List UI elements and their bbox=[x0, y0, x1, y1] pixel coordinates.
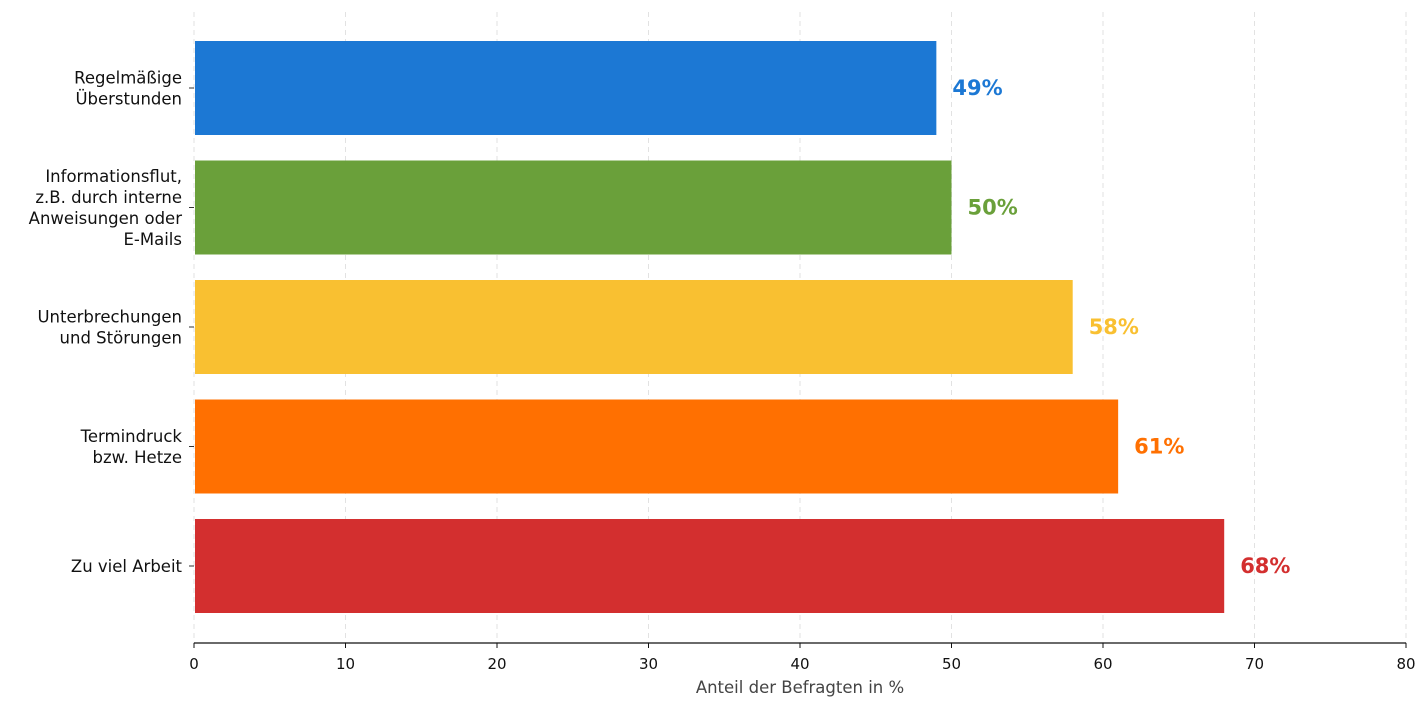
category-label-line: E-Mails bbox=[124, 230, 183, 249]
x-tick-label: 60 bbox=[1093, 655, 1112, 673]
category-label-line: Anweisungen oder bbox=[29, 209, 183, 228]
x-tick-label: 10 bbox=[336, 655, 355, 673]
data-label: 68% bbox=[1240, 554, 1290, 578]
category-label: Zu viel Arbeit bbox=[71, 557, 183, 576]
data-labels: 49% 50% 58% 61% 68% bbox=[952, 76, 1290, 578]
x-axis-title: Anteil der Befragten in % bbox=[696, 678, 904, 697]
category-label-line: Überstunden bbox=[75, 90, 182, 109]
x-tick-label: 80 bbox=[1396, 655, 1415, 673]
x-tick-label: 0 bbox=[189, 655, 199, 673]
data-label: 61% bbox=[1134, 435, 1184, 459]
bar bbox=[195, 399, 1119, 494]
data-label: 58% bbox=[1089, 315, 1139, 339]
category-label: Regelmäßige Überstunden bbox=[74, 69, 182, 109]
category-labels: Regelmäßige Überstunden Informationsflut, z… bbox=[29, 69, 194, 576]
category-label-line: Unterbrechungen bbox=[37, 308, 182, 327]
bar bbox=[195, 41, 937, 135]
category-label-line: Termindruck bbox=[80, 427, 183, 446]
x-tick-label: 70 bbox=[1245, 655, 1264, 673]
x-tick-label: 30 bbox=[639, 655, 658, 673]
x-tick-label: 50 bbox=[942, 655, 961, 673]
bar bbox=[195, 160, 952, 255]
data-label: 49% bbox=[952, 76, 1002, 100]
category-label-line: Informationsflut, bbox=[45, 167, 182, 186]
category-label-line: und Störungen bbox=[60, 329, 182, 348]
bar bbox=[195, 519, 1225, 613]
bar bbox=[195, 280, 1073, 374]
category-label: Termindruck bzw. Hetze bbox=[80, 427, 183, 467]
category-label-line: bzw. Hetze bbox=[93, 448, 182, 467]
x-tick-label: 40 bbox=[790, 655, 809, 673]
category-label-line: Zu viel Arbeit bbox=[71, 557, 183, 576]
bars bbox=[195, 41, 1225, 613]
category-label-line: Regelmäßige bbox=[74, 69, 182, 88]
category-label-line: z.B. durch interne bbox=[35, 188, 182, 207]
data-label: 50% bbox=[968, 196, 1018, 220]
category-label: Unterbrechungen und Störungen bbox=[37, 308, 182, 348]
x-tick-label: 20 bbox=[487, 655, 506, 673]
category-label: Informationsflut, z.B. durch interne Anwei… bbox=[29, 167, 183, 249]
x-axis: 0 10 20 30 40 50 60 70 80 bbox=[189, 642, 1416, 673]
